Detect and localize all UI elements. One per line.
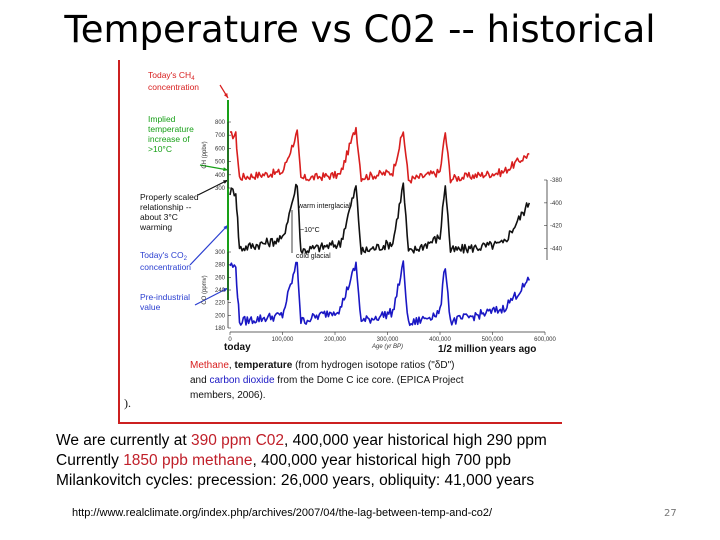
tick-label: 500 bbox=[215, 160, 226, 166]
series-line-δD bbox=[229, 182, 531, 255]
x-tick-label: 300,000 bbox=[377, 337, 399, 343]
tick-label: 220 bbox=[215, 301, 226, 307]
tick-label: 300 bbox=[215, 250, 226, 256]
annotation-ch4-today: Today's CH4 concentration bbox=[148, 70, 199, 92]
tick-label: 400 bbox=[215, 173, 226, 179]
tick-label: 180 bbox=[215, 326, 226, 332]
tick-label: 260 bbox=[215, 275, 226, 281]
half-million-label: 1/2 million years ago bbox=[438, 344, 536, 355]
tick-label: 800 bbox=[215, 120, 226, 126]
series-line-CH4 bbox=[229, 126, 530, 184]
tick-label: 280 bbox=[215, 263, 226, 269]
tick-label: -420 bbox=[550, 224, 562, 230]
tick-label: 240 bbox=[215, 288, 226, 294]
figure-caption-line3: members, 2006). bbox=[190, 390, 266, 401]
axis-label-ch4: CH (ppbv) bbox=[202, 141, 208, 168]
series-line-CO2 bbox=[229, 260, 531, 327]
body-line-methane: Currently 1850 ppb methane, 400,000 year… bbox=[56, 452, 511, 469]
today-label: today bbox=[224, 342, 251, 353]
tick-label: -400 bbox=[550, 201, 562, 207]
tick-label: 300 bbox=[215, 186, 226, 192]
arrow-preindustrial bbox=[194, 287, 229, 306]
tilde-ten-label: ~10°C bbox=[300, 226, 320, 234]
slide-title: Temperature vs C02 -- historical bbox=[64, 8, 656, 51]
x-tick-label: 600,000 bbox=[534, 337, 556, 343]
ice-core-chart: Today's CH4 concentration Implied temperatu… bbox=[124, 70, 562, 410]
slide-body: We are currently at 390 ppm C02, 400,000… bbox=[56, 431, 547, 491]
tick-label: 200 bbox=[215, 313, 226, 319]
x-tick-label: 200,000 bbox=[324, 337, 346, 343]
ice-core-figure: Today's CH4 concentration Implied temperatu… bbox=[118, 60, 562, 424]
annotation-scaled-relationship: Properly scaled relationship --about 3°C w… bbox=[139, 192, 199, 232]
tick-label: 600 bbox=[215, 146, 226, 152]
x-tick-label: 100,000 bbox=[272, 337, 294, 343]
x-tick-label: 0 bbox=[228, 337, 232, 343]
tick-label: 700 bbox=[215, 133, 226, 139]
axis-label-co2: CO (ppmv) bbox=[202, 275, 208, 304]
figure-caption-line1: Methane, temperature (from hydrogen isot… bbox=[190, 360, 454, 371]
figure-caption-line2: and carbon dioxide from the Dome C ice c… bbox=[190, 375, 464, 386]
cold-glacial-label: cold glacial bbox=[296, 253, 331, 260]
x-axis-title: Age (yr BP) bbox=[371, 344, 403, 350]
page-number: 27 bbox=[664, 508, 677, 519]
annotation-preindustrial: Pre-industrial value bbox=[140, 292, 190, 312]
tick-label: -380 bbox=[550, 178, 562, 184]
x-tick-label: 400,000 bbox=[429, 337, 451, 343]
body-line-co2: We are currently at 390 ppm C02, 400,000… bbox=[56, 432, 547, 449]
warm-interglacial-label: warm interglacial bbox=[297, 203, 351, 210]
arrow-implied bbox=[199, 164, 229, 171]
truncated-reference: ). bbox=[124, 396, 131, 410]
arrow-co2-today bbox=[189, 224, 229, 266]
annotation-co2-today: Today's CO2 concentration bbox=[140, 250, 191, 272]
x-tick-label: 500,000 bbox=[482, 337, 504, 343]
source-link[interactable]: http://www.realclimate.org/index.php/arc… bbox=[72, 507, 493, 519]
tick-label: -440 bbox=[550, 247, 562, 253]
body-line-milankovitch: Milankovitch cycles: precession: 26,000 … bbox=[56, 472, 535, 489]
annotation-implied-temperature: Implied temperature increase of >10°C bbox=[148, 114, 194, 154]
arrow-scaled bbox=[197, 179, 229, 196]
